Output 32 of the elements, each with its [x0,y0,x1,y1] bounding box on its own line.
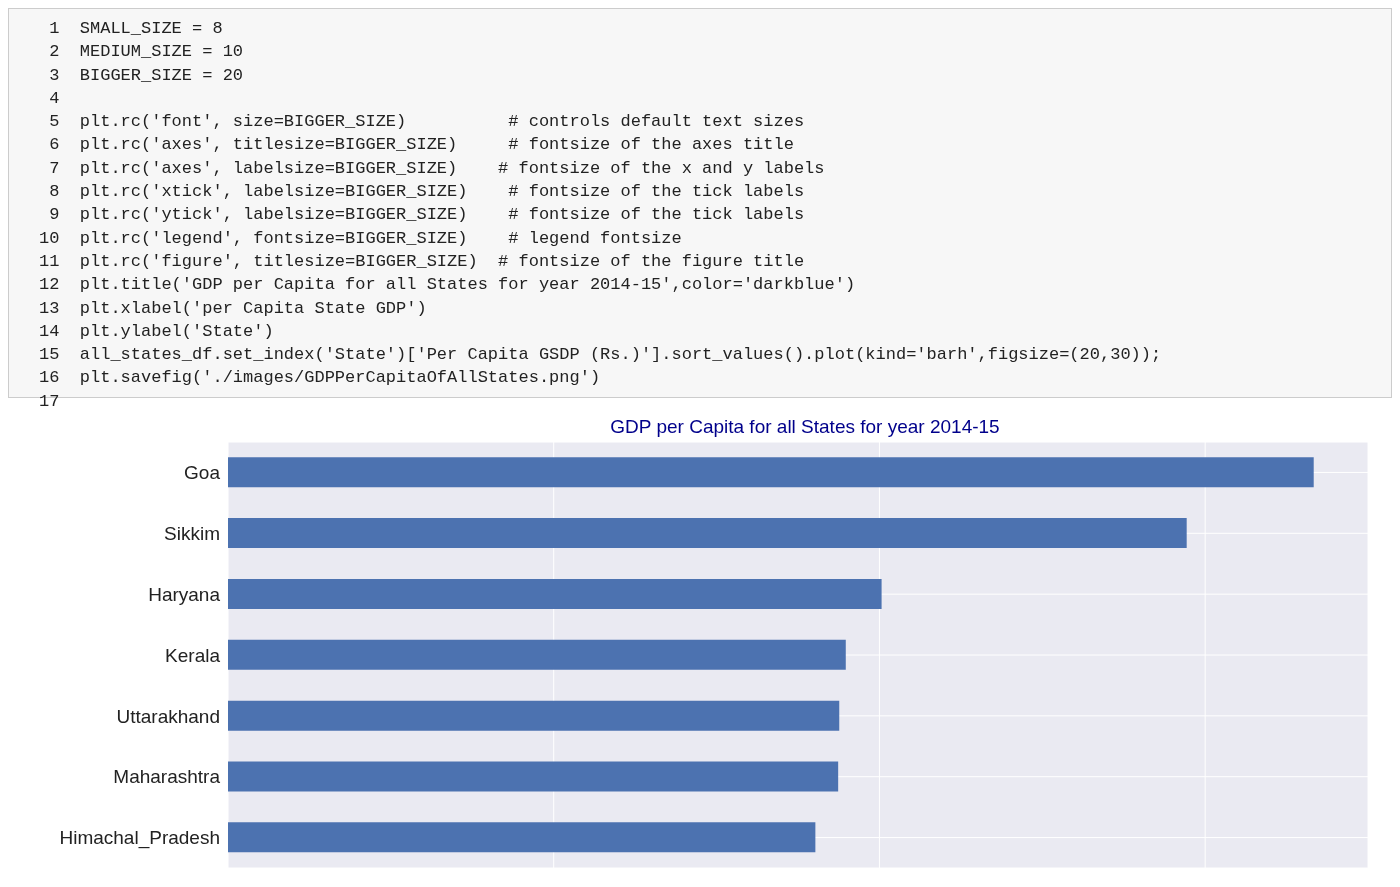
text: 6 plt.rc('axes', titlesize=BIGGER_SIZE) # fontsize of the axes title [48,135,794,155]
text: 17 [39,391,60,411]
text: 7 plt.rc('axes', labelsize=BIGGER_SIZE) # fontsize of the x and y labels [48,158,825,178]
text: 14 plt.ylabel('State') [39,321,274,341]
y-tick-label: Kerala [165,644,221,666]
bar [228,578,882,609]
text: 12 plt.title('GDP per Capita for all States for year 2014-15',color='darkblue') [39,275,856,295]
text: 10 plt.rc('legend', fontsize=BIGGER_SIZE) # legend fontsize [39,228,682,248]
y-tick-label: Uttarakhand [116,705,220,727]
text: 11 plt.rc('figure', titlesize=BIGGER_SIZE) # fontsize of the figure title [39,251,805,271]
chart-title: GDP per Capita for all States for year 2014-15 [609,416,1001,438]
text: 15 all_states_df.set_index('State')['Per Capita GSDP (Rs.)'].sort_values().plot(kind='barh',figsize=(20,30)); [39,345,1162,365]
bar [228,822,816,853]
y-tick-label: Haryana [148,583,221,605]
bar [228,761,839,792]
text: 13 plt.xlabel('per Capita State GDP') [39,298,427,318]
bar [228,639,846,670]
bar [228,700,840,731]
y-tick-label: Himachal_Pradesh [59,827,220,850]
y-tick-label: Goa [184,462,221,484]
text: 1 SMALL_SIZE = 8 [48,19,223,38]
bar [228,518,1187,549]
text: 9 plt.rc('ytick', labelsize=BIGGER_SIZE) # fontsize of the tick labels [48,205,805,225]
text: 3 BIGGER_SIZE = 20 [48,65,244,85]
text: 4 [48,88,60,108]
text: 2 MEDIUM_SIZE = 10 [48,42,244,62]
y-tick-label: Sikkim [164,523,220,545]
bar [228,457,1314,488]
text: 16 plt.savefig('./images/GDPPerCapitaOfAllStates.png') [39,368,601,388]
y-tick-label: Maharashtra [113,766,221,788]
text: 5 plt.rc('font', size=BIGGER_SIZE) # controls default text sizes [48,112,805,132]
text: 8 plt.rc('xtick', labelsize=BIGGER_SIZE) # fontsize of the tick labels [48,182,805,202]
